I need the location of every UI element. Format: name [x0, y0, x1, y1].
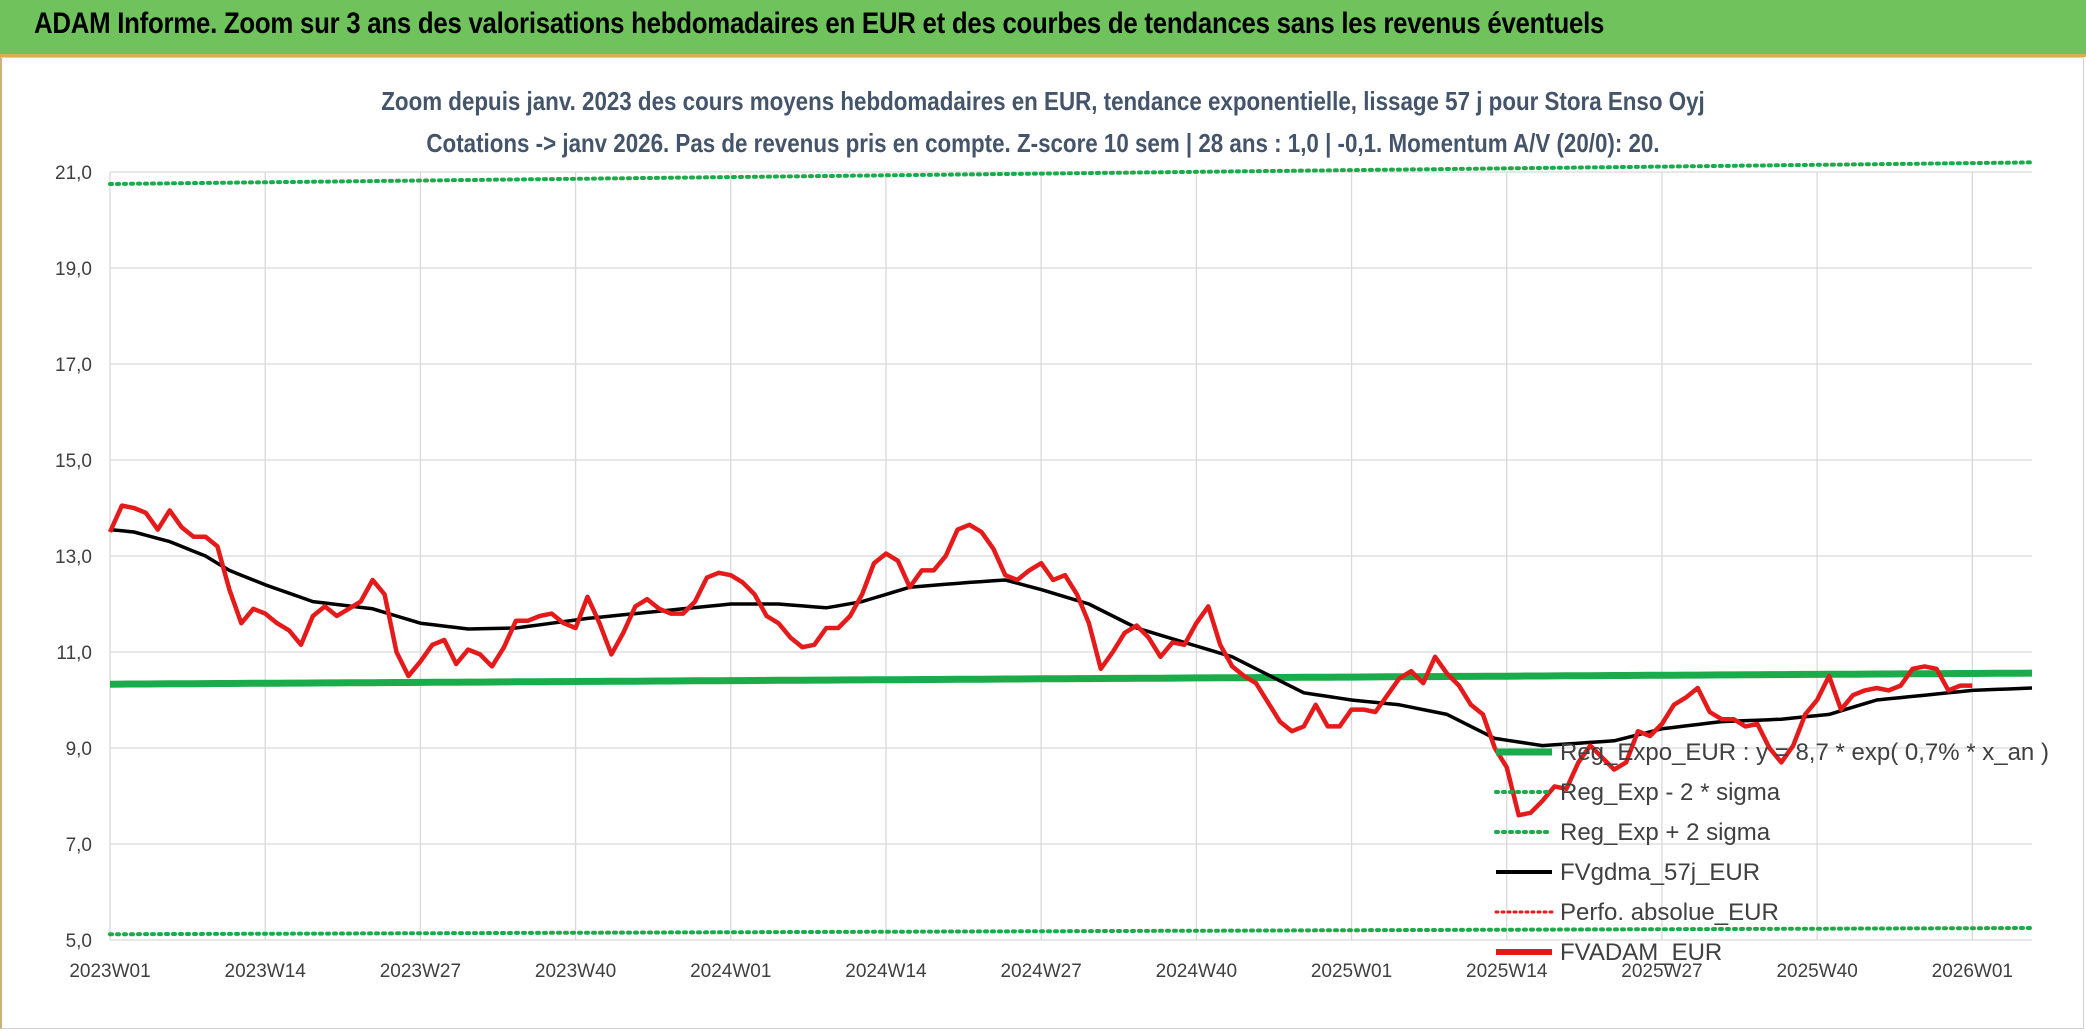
series-reg-expo — [109, 669, 2033, 688]
y-tick-label: 21,0 — [55, 163, 92, 184]
series-reg-plus-2sigma — [108, 160, 2034, 186]
legend-label: Reg_Exp + 2 sigma — [1560, 819, 1771, 846]
series-fvgdma-57j — [109, 527, 2033, 748]
chart-title-line1: Zoom depuis janv. 2023 des cours moyens … — [381, 87, 1704, 116]
y-tick-label: 13,0 — [55, 547, 92, 568]
chart-frame: Zoom depuis janv. 2023 des cours moyens … — [0, 57, 2084, 1029]
legend: Reg_Expo_EUR : y = 8,7 * exp( 0,7% * x_a… — [1494, 739, 2049, 966]
x-tick-label: 2024W01 — [690, 961, 771, 982]
legend-label: Reg_Expo_EUR : y = 8,7 * exp( 0,7% * x_a… — [1560, 739, 2049, 766]
x-tick-label: 2025W27 — [1621, 961, 1702, 982]
series-reg-minus-2sigma — [108, 926, 2034, 937]
x-tick-label: 2024W40 — [1156, 961, 1237, 982]
x-tick-label: 2024W27 — [1000, 961, 1081, 982]
series-group — [107, 160, 2034, 937]
x-tick-label: 2026W01 — [1932, 961, 2013, 982]
x-tick-label: 2025W40 — [1776, 961, 1857, 982]
x-tick-label: 2023W40 — [535, 961, 616, 982]
report-header: ADAM Informe. Zoom sur 3 ans des valoris… — [0, 0, 2086, 57]
y-tick-label: 19,0 — [55, 259, 92, 280]
x-axis: 2023W01 2023W14 2023W27 2023W40 2024W01 2024W… — [69, 961, 2013, 982]
series-fvadam — [107, 503, 1973, 818]
y-tick-label: 9,0 — [66, 739, 92, 760]
legend-label: Reg_Exp - 2 * sigma — [1560, 779, 1781, 806]
x-tick-label: 2025W14 — [1466, 961, 1548, 982]
legend-label: FVgdma_57j_EUR — [1560, 859, 1760, 886]
chart-title-line2: Cotations -> janv 2026. Pas de revenus p… — [426, 129, 1659, 158]
legend-label: Perfo. absolue_EUR — [1560, 899, 1779, 926]
y-tick-label: 15,0 — [55, 451, 92, 472]
x-tick-label: 2025W01 — [1311, 961, 1392, 982]
x-tick-label: 2023W27 — [380, 961, 461, 982]
x-tick-label: 2023W14 — [225, 961, 307, 982]
report-title: ADAM Informe. Zoom sur 3 ans des valoris… — [34, 7, 1605, 40]
y-tick-label: 11,0 — [56, 643, 92, 664]
x-tick-label: 2024W14 — [845, 961, 927, 982]
chart: Zoom depuis janv. 2023 des cours moyens … — [55, 87, 2049, 982]
y-tick-label: 17,0 — [55, 355, 92, 376]
grid — [109, 171, 2032, 941]
legend-label: FVADAM_EUR — [1560, 939, 1722, 966]
y-axis: 5,0 7,0 9,0 11,0 13,0 15,0 17,0 19,0 21,0 — [55, 163, 92, 952]
y-tick-label: 7,0 — [66, 835, 92, 856]
y-tick-label: 5,0 — [66, 931, 92, 952]
x-tick-label: 2023W01 — [69, 961, 150, 982]
